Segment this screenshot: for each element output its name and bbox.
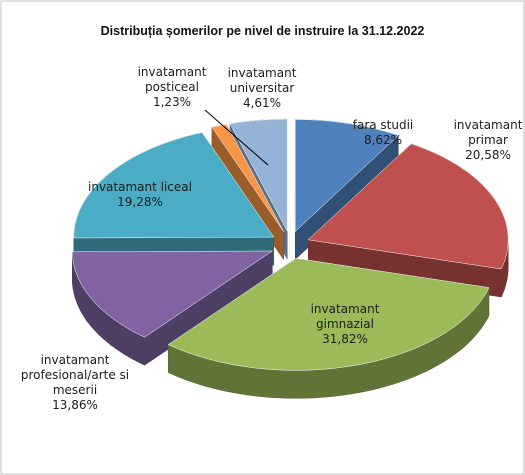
value-label: 19,28% [117,195,163,209]
data-label: invatamant primar 20,58% [448,118,525,163]
category-label: invatamant profesional/arte si meserii [20,353,130,397]
slice [211,124,284,232]
pie [72,118,509,399]
slice [229,118,288,232]
data-label: invatamant liceal 19,28% [85,180,195,210]
slice [307,143,509,270]
value-label: 1,23% [152,95,192,109]
data-label: invatamant universitar 4,61% [217,66,307,111]
value-label: 20,58% [465,148,511,162]
value-label: 8,62% [363,133,403,147]
category-label: fara studii [352,118,414,132]
category-label: invatamant gimnazial [310,302,380,331]
data-label: invatamant posticeal 1,23% [127,65,217,110]
category-label: invatamant universitar [227,66,297,95]
category-label: invatamant liceal [88,180,192,194]
chart-title: Distribuția șomerilor pe nivel de instru… [100,24,425,38]
slice [294,119,399,233]
value-label: 13,86% [52,398,98,412]
value-label: 4,61% [242,96,282,110]
slice [73,132,275,239]
slice [72,250,274,338]
slice [167,258,490,371]
leader-line [204,109,269,166]
data-label: invatamant gimnazial 31,82% [290,302,400,347]
category-label: invatamant primar [453,118,523,147]
data-label: invatamant profesional/arte si meserii 13… [5,353,145,413]
data-label: fara studii 8,62% [338,118,428,148]
value-label: 31,82% [322,332,368,346]
category-label: invatamant posticeal [137,65,207,94]
